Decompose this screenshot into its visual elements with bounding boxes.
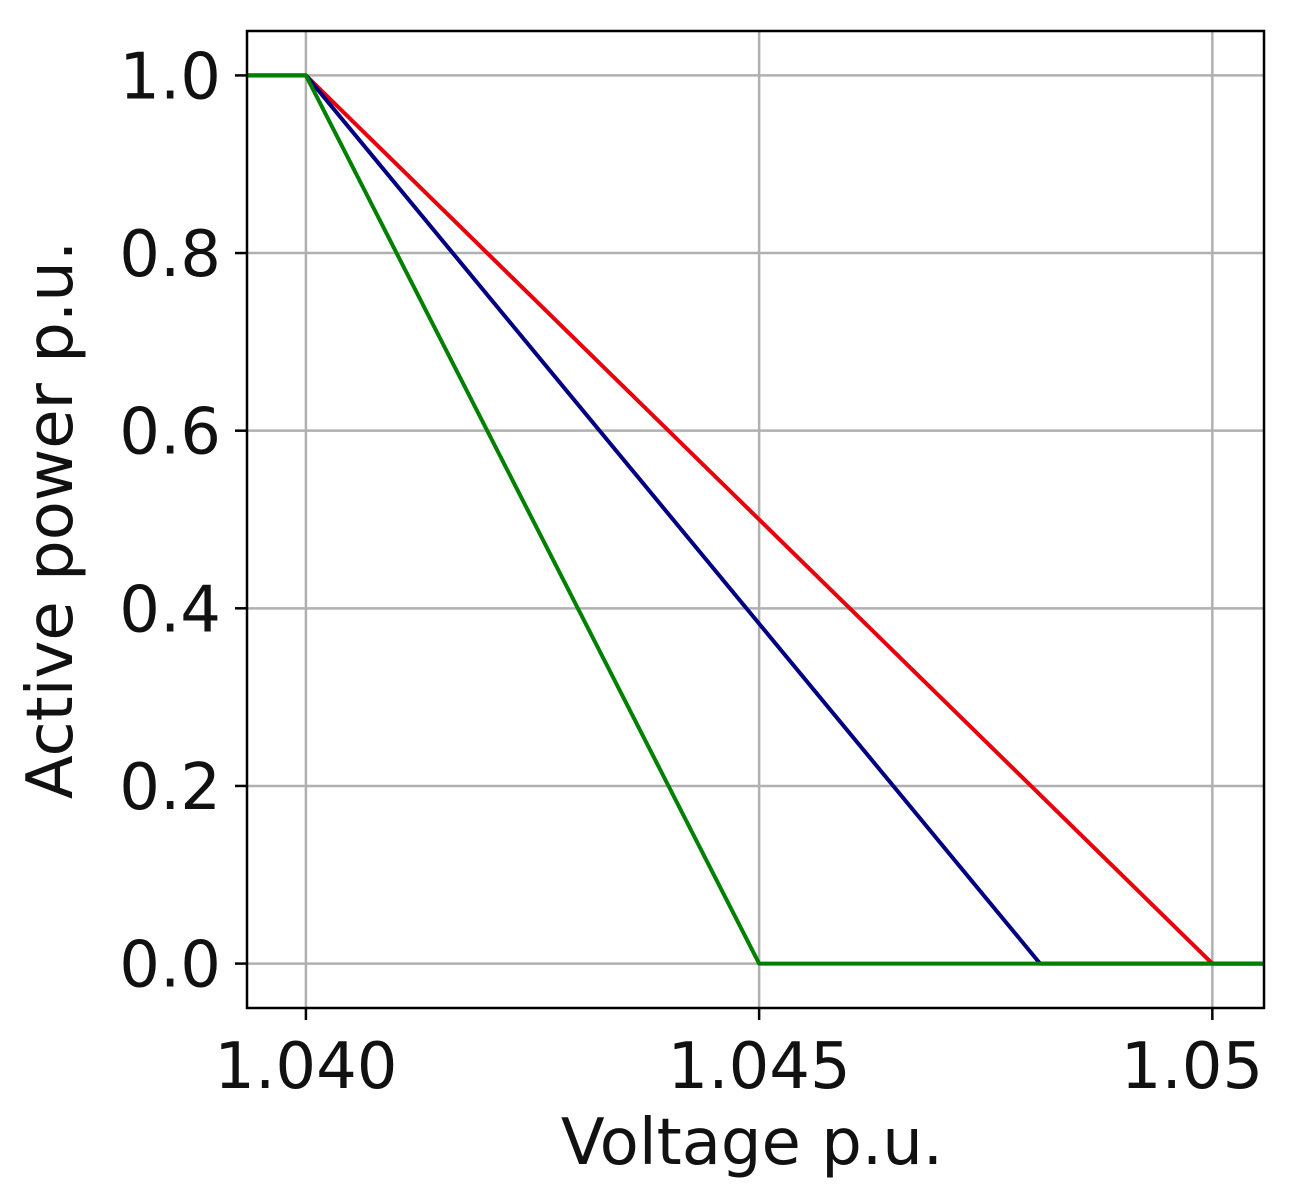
x-tick-label: 1.045: [668, 1030, 851, 1104]
axis-ticks: [235, 74, 1214, 1020]
y-tick-label: 0.8: [119, 218, 221, 292]
plot-frame: [245, 29, 1266, 1010]
series-line-3: [247, 73, 1264, 966]
y-axis-label: Active power p.u.: [14, 241, 88, 799]
y-tick-label: 0.0: [119, 929, 221, 1003]
y-tick-label: 0.6: [119, 396, 221, 470]
y-tick-label: 0.4: [119, 573, 221, 647]
y-tick-label: 0.2: [119, 751, 221, 825]
plot-background: [247, 31, 1264, 1008]
x-tick-labels: 1.040 1.045 1.050: [214, 1030, 1303, 1104]
x-axis-label: Voltage p.u.: [561, 1106, 943, 1180]
grid-lines: [247, 31, 1264, 1008]
y-tick-labels: 0.0 0.2 0.4 0.6 0.8 1.0: [119, 40, 221, 1002]
x-tick-label: 1.040: [214, 1030, 397, 1104]
y-tick-label: 1.0: [119, 40, 221, 114]
x-tick-label: 1.050: [1121, 1030, 1303, 1104]
data-series: [247, 73, 1264, 966]
